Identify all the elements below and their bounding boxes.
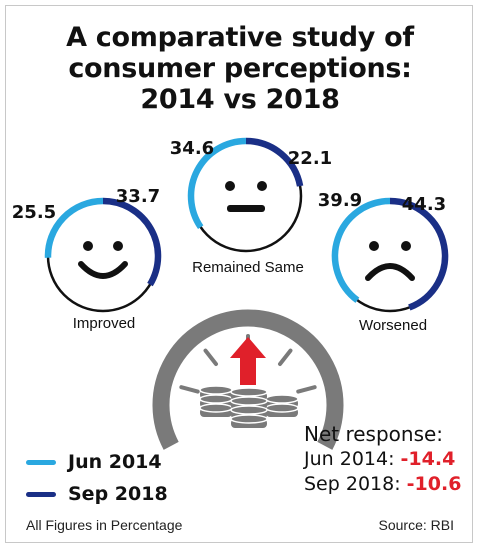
ring-segment-jun-2014 (44, 197, 104, 258)
value-label-jun-2014: 25.5 (12, 202, 56, 223)
ring-remained-same: Remained Same 34.6 22.1 (170, 137, 332, 276)
coin-top (265, 403, 299, 413)
net-response: Net response: Jun 2014: -14.4 Sep 2018: … (304, 422, 461, 497)
ring-segment-sep-2018 (245, 137, 304, 187)
eye (83, 241, 93, 251)
net-response-label-jun-2014: Jun 2014: (304, 448, 395, 470)
coin-top (199, 394, 233, 404)
gauge-tick (179, 385, 200, 394)
net-response-row-sep-2018: Sep 2018: -10.6 (304, 472, 461, 497)
eye (401, 241, 411, 251)
ring-segment-sep-2018 (102, 197, 162, 287)
net-response-label-sep-2018: Sep 2018: (304, 473, 401, 495)
legend-label-sep-2018: Sep 2018 (68, 483, 168, 505)
title-line-2: consumer perceptions: (68, 53, 412, 84)
net-response-value-sep-2018: -10.6 (406, 473, 462, 495)
ring-label: Remained Same (192, 259, 304, 276)
coins-icon (199, 385, 299, 428)
chart-title: A comparative study of consumer percepti… (0, 22, 480, 115)
gauge-tick (278, 348, 293, 367)
value-label-sep-2018: 22.1 (288, 148, 332, 169)
gauge-dial (152, 309, 344, 450)
ring-improved: Improved 25.5 33.7 (12, 186, 162, 332)
value-label-jun-2014: 34.6 (170, 138, 214, 159)
coin-top (230, 387, 268, 397)
coin-top (230, 405, 268, 415)
mouth (227, 205, 265, 212)
coin-top (199, 403, 233, 413)
coin-top (199, 385, 233, 395)
footer-note: All Figures in Percentage (26, 517, 183, 533)
mouth (365, 263, 415, 281)
net-response-heading: Net response: (304, 422, 444, 446)
neutral-face-icon (225, 181, 267, 212)
gauge-tick (203, 348, 218, 367)
legend: Jun 2014 Sep 2018 (26, 446, 168, 510)
coin-top (265, 394, 299, 404)
footer-source: Source: RBI (378, 517, 454, 533)
title-line-3: 2014 vs 2018 (140, 84, 340, 115)
legend-item-sep-2018: Sep 2018 (26, 478, 168, 510)
smile-icon (78, 241, 128, 279)
figure-frame (5, 5, 473, 543)
mouth (78, 261, 128, 279)
ring-worsened: Worsened 39.9 44.3 (318, 190, 449, 334)
coin-top (230, 396, 268, 406)
net-response-row-jun-2014: Jun 2014: -14.4 (304, 447, 461, 472)
eye (257, 181, 267, 191)
legend-swatch-sep-2018 (26, 491, 56, 497)
ring-segment-jun-2014 (331, 197, 391, 303)
eye (113, 241, 123, 251)
title-line-1: A comparative study of (66, 22, 414, 53)
ring-label: Improved (73, 315, 136, 332)
coin-top (230, 414, 268, 424)
value-label-sep-2018: 33.7 (116, 186, 160, 207)
net-response-value-jun-2014: -14.4 (400, 448, 456, 470)
up-arrow-icon (230, 337, 266, 385)
frown-icon (365, 241, 415, 281)
legend-label-jun-2014: Jun 2014 (68, 451, 162, 473)
eye (369, 241, 379, 251)
ring-label: Worsened (359, 317, 427, 334)
legend-swatch-jun-2014 (26, 459, 56, 465)
gauge-tick (296, 385, 317, 394)
value-label-jun-2014: 39.9 (318, 190, 362, 211)
eye (225, 181, 235, 191)
ring-segment-jun-2014 (187, 137, 247, 230)
value-label-sep-2018: 44.3 (402, 194, 446, 215)
legend-item-jun-2014: Jun 2014 (26, 446, 168, 478)
ring-segment-sep-2018 (389, 197, 449, 311)
